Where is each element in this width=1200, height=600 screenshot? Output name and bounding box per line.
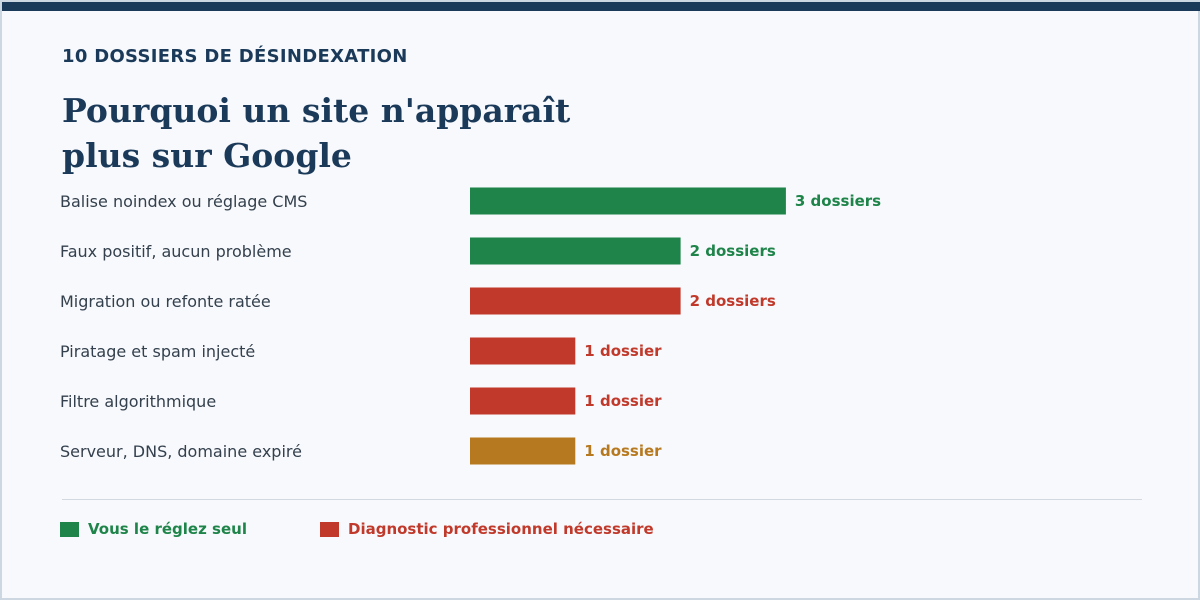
bar [470,237,681,265]
category-label: Piratage et spam injecté [60,342,255,361]
legend-label-pro: Diagnostic professionnel nécessaire [348,520,654,538]
bar [470,287,681,315]
chart-title: Pourquoi un site n'apparaît plus sur Goo… [62,88,682,178]
data-label: 1 dossier [584,342,662,360]
bar [470,187,786,215]
data-label: 3 dossiers [795,192,881,210]
bar [470,387,576,415]
data-label: 2 dossiers [690,242,776,260]
legend-item-diy: Vous le réglez seul [60,520,247,538]
chart-subtitle: 10 DOSSIERS DE DÉSINDEXATION [62,46,408,67]
legend-divider [62,499,1142,500]
category-label: Migration ou refonte ratée [60,292,271,311]
legend-item-pro: Diagnostic professionnel nécessaire [320,520,654,538]
category-label: Balise noindex ou réglage CMS [60,192,307,211]
data-label: 2 dossiers [690,292,776,310]
category-label: Filtre algorithmique [60,392,216,411]
bar [470,337,576,365]
data-label: 1 dossier [584,392,662,410]
top-accent-bar [2,2,1200,11]
chart-title-line-1: Pourquoi un site n'apparaît [62,91,571,130]
chart-title-line-2: plus sur Google [62,136,352,175]
legend-swatch-diy [60,521,79,537]
bar [470,437,576,465]
category-label: Serveur, DNS, domaine expiré [60,442,302,461]
category-label: Faux positif, aucun problème [60,242,292,261]
legend-swatch-pro [320,521,339,537]
data-label: 1 dossier [584,442,662,460]
legend-label-diy: Vous le réglez seul [88,520,247,538]
